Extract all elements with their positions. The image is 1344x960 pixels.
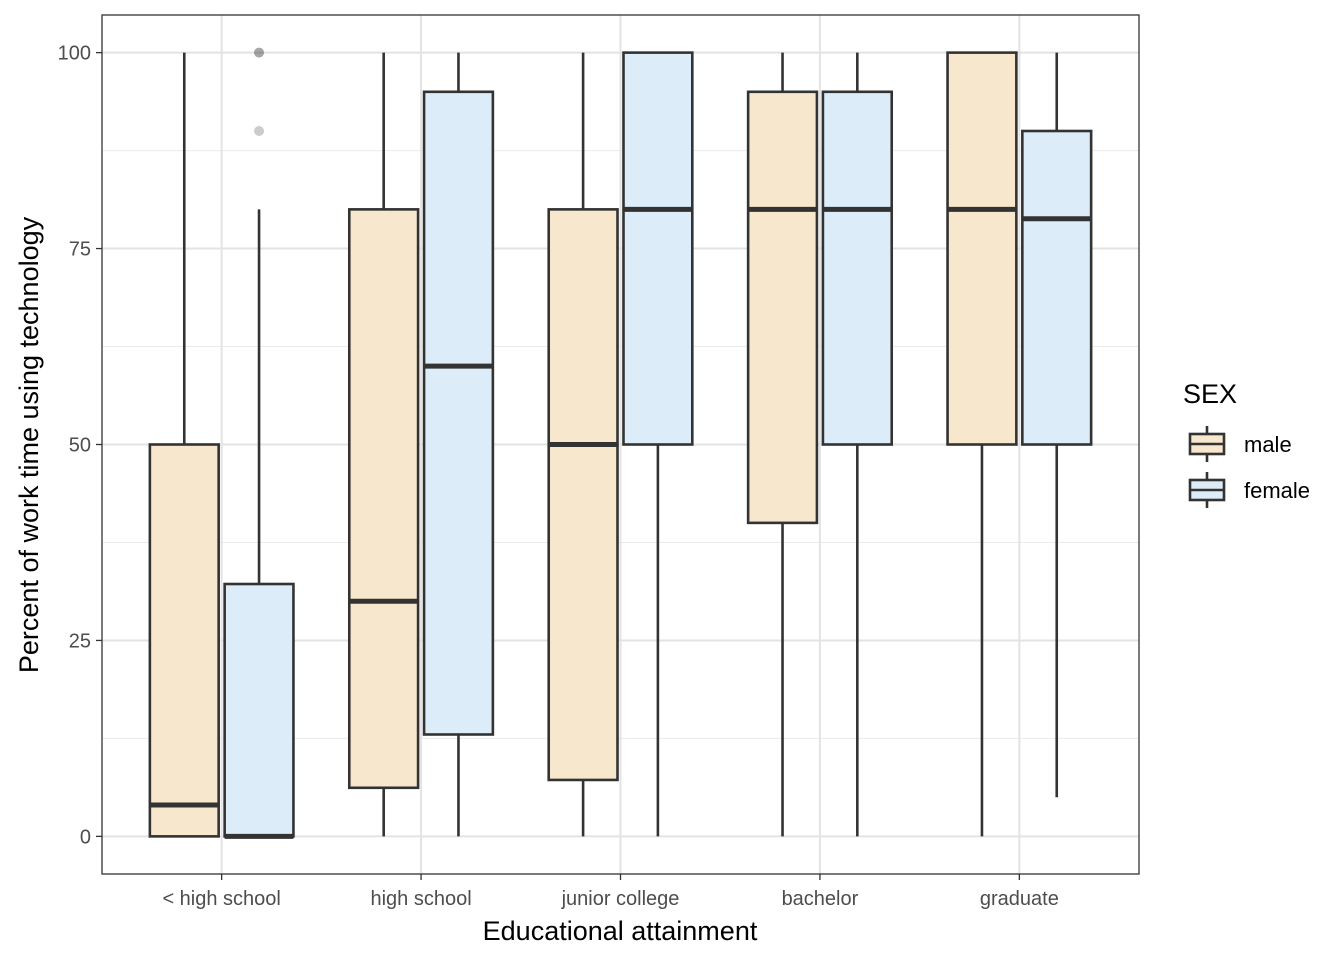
box-male-2 [347,52,420,837]
y-axis-title: Percent of work time using technology [14,216,44,673]
box-iqr [148,443,220,838]
y-axis: 0 25 50 75 100 [58,43,102,848]
outlier-point [254,47,265,58]
x-axis: < high school high school junior college ba… [162,874,1059,910]
x-tick-label: bachelor [782,888,859,910]
y-tick-label: 50 [69,435,91,457]
x-tick-label: high school [370,888,471,910]
x-tick-label: graduate [980,888,1059,910]
box-iqr [746,90,819,525]
y-tick-label: 0 [80,826,91,848]
legend-label: female [1244,478,1310,503]
box-male-1 [148,52,220,838]
box-male-3 [547,52,619,837]
box-female-4 [821,52,894,837]
box-female-2 [422,52,495,837]
outlier-point [254,125,265,136]
box-iqr [223,582,295,838]
x-tick-label: junior college [561,888,680,910]
y-tick-label: 25 [69,630,91,652]
box-iqr [422,90,495,736]
box-male-5 [946,51,1018,837]
outlier-point [254,47,265,58]
box-iqr [821,90,894,446]
box-female-5 [1021,52,1093,798]
legend: SEX male female [1183,379,1310,508]
x-tick-label: < high school [162,888,280,910]
box-male-4 [746,52,819,837]
box-iqr [1021,129,1093,446]
box-female-1 [223,47,295,839]
y-tick-label: 75 [69,239,91,261]
x-axis-title: Educational attainment [483,916,758,946]
box-layer [148,47,1093,839]
legend-key-female: female [1188,472,1310,508]
box-female-3 [622,51,694,837]
legend-key-male: male [1188,426,1292,462]
legend-keys: male female [1188,426,1310,508]
y-tick-label: 100 [58,43,91,65]
box-iqr [347,208,420,790]
box-iqr [547,208,619,782]
legend-label: male [1244,432,1292,457]
box-iqr [622,51,694,446]
box-iqr [946,51,1018,446]
legend-title: SEX [1183,379,1237,409]
